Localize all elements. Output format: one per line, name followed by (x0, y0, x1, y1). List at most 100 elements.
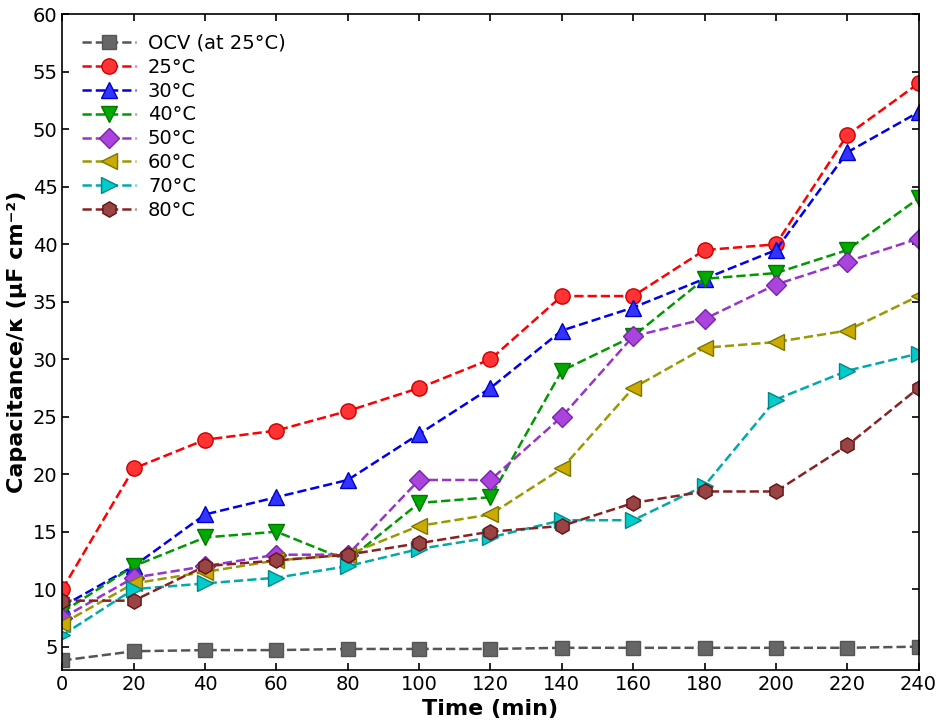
60°C (342, 550, 353, 559)
25°C (485, 355, 497, 364)
30°C (841, 148, 852, 157)
60°C (485, 510, 497, 519)
50°C (485, 476, 497, 484)
80°C (199, 562, 211, 571)
40°C (342, 556, 353, 565)
70°C (556, 516, 567, 525)
80°C (413, 539, 425, 547)
OCV (at 25°C) (413, 645, 425, 653)
25°C (699, 245, 710, 254)
Legend: OCV (at 25°C), 25°C, 30°C, 40°C, 50°C, 60°C, 70°C, 80°C: OCV (at 25°C), 25°C, 30°C, 40°C, 50°C, 6… (72, 24, 295, 229)
70°C (342, 562, 353, 571)
40°C (413, 499, 425, 507)
Line: 70°C: 70°C (55, 346, 926, 643)
80°C (485, 527, 497, 536)
70°C (485, 533, 497, 542)
OCV (at 25°C) (913, 643, 924, 651)
80°C (699, 487, 710, 496)
40°C (128, 562, 140, 571)
40°C (841, 245, 852, 254)
OCV (at 25°C) (485, 645, 497, 653)
50°C (413, 476, 425, 484)
40°C (770, 269, 782, 277)
70°C (770, 395, 782, 404)
80°C (913, 383, 924, 392)
40°C (57, 608, 68, 616)
Line: 40°C: 40°C (55, 191, 926, 620)
60°C (271, 556, 282, 565)
70°C (199, 579, 211, 588)
OCV (at 25°C) (57, 656, 68, 665)
OCV (at 25°C) (628, 643, 639, 652)
30°C (913, 107, 924, 116)
25°C (628, 292, 639, 301)
Y-axis label: Capacitance/κ (μF cm⁻²): Capacitance/κ (μF cm⁻²) (7, 191, 27, 493)
OCV (at 25°C) (699, 643, 710, 652)
30°C (342, 476, 353, 484)
25°C (57, 585, 68, 594)
30°C (199, 510, 211, 519)
60°C (841, 326, 852, 335)
60°C (57, 619, 68, 628)
25°C (770, 240, 782, 249)
25°C (199, 436, 211, 444)
40°C (913, 194, 924, 203)
60°C (556, 464, 567, 473)
80°C (841, 441, 852, 450)
70°C (271, 574, 282, 582)
80°C (128, 596, 140, 605)
OCV (at 25°C) (128, 647, 140, 656)
50°C (128, 574, 140, 582)
30°C (628, 303, 639, 312)
30°C (413, 430, 425, 439)
50°C (342, 550, 353, 559)
Line: 50°C: 50°C (56, 232, 925, 625)
60°C (770, 338, 782, 346)
70°C (841, 367, 852, 375)
60°C (128, 579, 140, 588)
25°C (841, 131, 852, 139)
80°C (770, 487, 782, 496)
25°C (128, 464, 140, 473)
40°C (485, 493, 497, 502)
40°C (699, 274, 710, 283)
80°C (342, 550, 353, 559)
50°C (556, 412, 567, 421)
Line: 30°C: 30°C (55, 105, 926, 614)
60°C (699, 343, 710, 352)
X-axis label: Time (min): Time (min) (422, 699, 559, 719)
50°C (770, 280, 782, 289)
25°C (913, 79, 924, 88)
70°C (128, 585, 140, 594)
OCV (at 25°C) (841, 643, 852, 652)
25°C (413, 383, 425, 392)
80°C (271, 556, 282, 565)
40°C (271, 527, 282, 536)
Line: 60°C: 60°C (55, 288, 926, 632)
Line: 25°C: 25°C (55, 76, 926, 597)
70°C (699, 481, 710, 490)
80°C (556, 521, 567, 530)
40°C (628, 332, 639, 340)
70°C (57, 631, 68, 640)
50°C (699, 314, 710, 323)
40°C (199, 533, 211, 542)
60°C (913, 292, 924, 301)
70°C (413, 544, 425, 553)
OCV (at 25°C) (556, 643, 567, 652)
30°C (271, 493, 282, 502)
50°C (841, 257, 852, 266)
80°C (57, 596, 68, 605)
Line: 80°C: 80°C (55, 380, 926, 608)
70°C (913, 349, 924, 358)
80°C (628, 499, 639, 507)
30°C (770, 245, 782, 254)
60°C (628, 383, 639, 392)
30°C (57, 602, 68, 611)
OCV (at 25°C) (770, 643, 782, 652)
Line: OCV (at 25°C): OCV (at 25°C) (56, 640, 925, 667)
OCV (at 25°C) (199, 645, 211, 654)
60°C (413, 521, 425, 530)
70°C (628, 516, 639, 525)
30°C (485, 383, 497, 392)
